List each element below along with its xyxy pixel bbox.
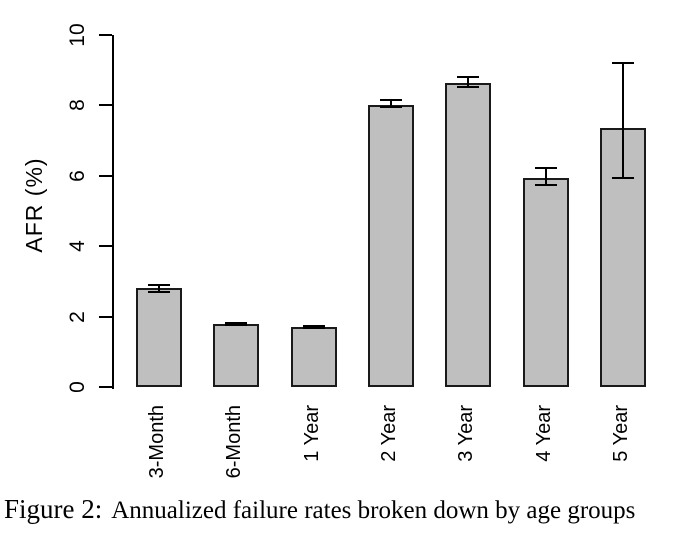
- error-bar-cap-low: [225, 324, 248, 327]
- bar: [522, 177, 569, 387]
- error-bar-cap-low: [457, 86, 480, 89]
- error-bar-cap-low: [148, 290, 170, 293]
- figure-caption: Figure 2: Annualized failure rates broken…: [4, 494, 688, 525]
- error-bar-cap-high: [302, 325, 325, 328]
- error-bar-cap-high: [534, 167, 557, 170]
- error-bar-cap-high: [611, 62, 634, 65]
- error-bar-line: [544, 168, 547, 185]
- error-bar-cap-low: [611, 176, 634, 179]
- bar: [136, 288, 182, 387]
- error-bar-line: [235, 322, 238, 326]
- y-tick-mark: [99, 386, 112, 388]
- y-tick-label: 6: [66, 169, 89, 182]
- plot-area: AFR (%) 0 2 4 6 8 10 3-Month 6-Month 1 Year 2 Yea…: [21, 23, 646, 478]
- bar: [290, 327, 337, 387]
- error-bar-cap-high: [379, 99, 402, 102]
- error-bar-cap-low: [534, 183, 557, 186]
- error-bar-line: [467, 76, 470, 88]
- bar: [445, 82, 492, 387]
- y-tick-label: 4: [66, 240, 89, 253]
- y-tick-mark: [99, 174, 112, 177]
- error-bar-cap-low: [302, 326, 325, 329]
- y-tick-label: 2: [66, 310, 89, 323]
- error-bar-cap-high: [457, 75, 480, 78]
- y-tick-mark: [99, 34, 112, 36]
- y-tick-label: 10: [66, 23, 89, 47]
- y-tick-mark: [99, 245, 112, 248]
- y-axis-title: AFR (%): [21, 157, 47, 253]
- y-axis-line: [112, 35, 114, 389]
- figure-caption-text: Annualized failure rates broken down by …: [111, 497, 636, 524]
- y-tick-label: 0: [66, 381, 89, 393]
- error-bar-line: [158, 284, 160, 292]
- error-bar-line: [389, 100, 392, 108]
- error-bar-line: [621, 63, 624, 178]
- error-bar-cap-low: [379, 106, 402, 109]
- figure-caption-number: Figure 2:: [4, 494, 103, 524]
- error-bar-cap-high: [148, 283, 170, 286]
- y-tick-mark: [99, 104, 112, 107]
- y-tick-label: 8: [66, 99, 89, 112]
- error-bar-cap-high: [225, 321, 248, 324]
- bar: [213, 323, 260, 387]
- y-tick-mark: [99, 315, 112, 318]
- bar: [367, 105, 414, 387]
